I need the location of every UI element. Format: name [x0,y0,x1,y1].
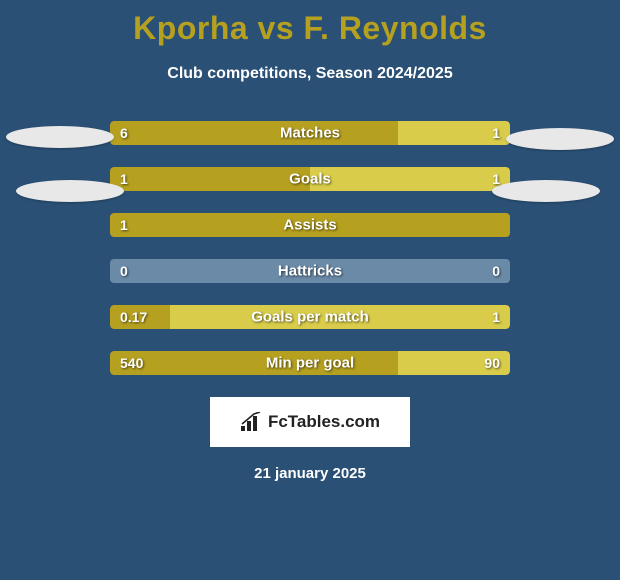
player-badge-right [492,180,600,202]
stat-row: 61Matches [110,121,510,145]
bar-left-fill [110,121,398,145]
stat-value-right: 1 [492,125,500,141]
stat-value-right: 1 [492,309,500,325]
stat-value-left: 6 [120,125,128,141]
bar-track [110,305,510,329]
page-title: Kporha vs F. Reynolds [0,0,620,47]
stat-row: 1Assists [110,213,510,237]
bar-left-fill [110,213,510,237]
player-badge-right [506,128,614,150]
stat-value-right: 90 [484,355,500,371]
stat-value-left: 1 [120,171,128,187]
stat-row: 00Hattricks [110,259,510,283]
bar-track [110,167,510,191]
stat-value-left: 0 [120,263,128,279]
page-subtitle: Club competitions, Season 2024/2025 [0,65,620,83]
stat-value-left: 540 [120,355,143,371]
logo-text: FcTables.com [268,412,380,432]
bar-track [110,213,510,237]
bar-track [110,259,510,283]
stat-row: 0.171Goals per match [110,305,510,329]
date-line: 21 january 2025 [0,465,620,482]
stat-row: 54090Min per goal [110,351,510,375]
stat-row: 11Goals [110,167,510,191]
player-badge-left [6,126,114,148]
bar-left-fill [110,351,398,375]
bar-right-fill [310,167,510,191]
bar-left-fill [110,167,310,191]
logo-box: FcTables.com [210,397,410,447]
fctables-icon [240,412,264,432]
player-badge-left [16,180,124,202]
bar-track [110,121,510,145]
stat-value-left: 0.17 [120,309,147,325]
stat-value-right: 1 [492,171,500,187]
stat-value-right: 0 [492,263,500,279]
stat-value-left: 1 [120,217,128,233]
bar-track [110,351,510,375]
comparison-chart: 61Matches11Goals1Assists00Hattricks0.171… [0,121,620,375]
bar-right-fill [170,305,510,329]
